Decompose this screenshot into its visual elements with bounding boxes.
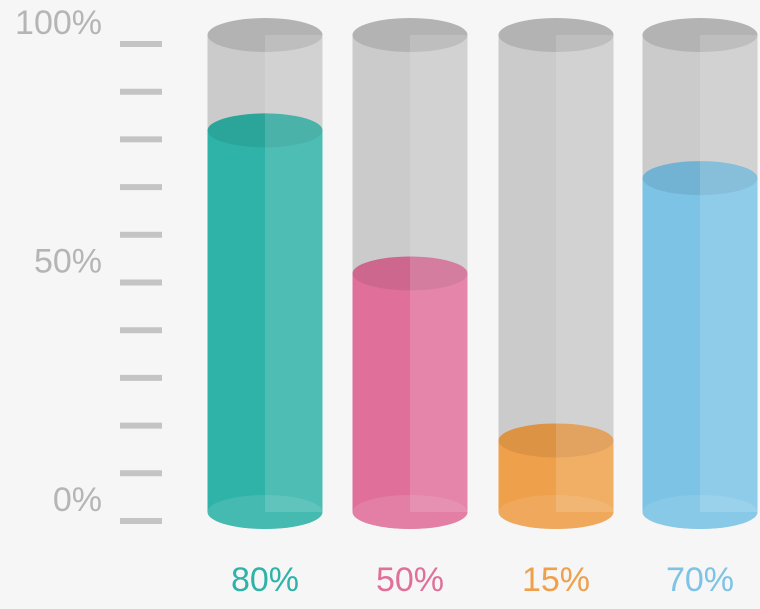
- bar-top: [352, 256, 468, 291]
- bar-top-shade: [498, 423, 614, 458]
- tube-top: [642, 18, 758, 52]
- highlight-bottom: [352, 495, 468, 529]
- value-label: 80%: [231, 561, 299, 599]
- bar-top-shade: [352, 256, 468, 291]
- tube-top: [498, 18, 614, 52]
- bar-top-shade: [642, 161, 758, 196]
- value-label: 15%: [522, 561, 590, 599]
- y-tick-label: 50%: [34, 242, 102, 280]
- bar-top: [207, 113, 323, 148]
- highlight-bottom: [498, 495, 614, 529]
- value-label: 70%: [666, 561, 734, 599]
- y-tick-label: 100%: [15, 4, 102, 42]
- highlight: [700, 35, 758, 512]
- bar-top: [642, 161, 758, 196]
- value-label: 50%: [376, 561, 444, 599]
- bar-top-shade: [207, 113, 323, 148]
- highlight: [556, 35, 614, 512]
- tube-top: [352, 18, 468, 52]
- highlight: [265, 35, 323, 512]
- bar: [642, 178, 758, 512]
- highlight-bottom: [642, 495, 758, 529]
- tube-top: [207, 18, 323, 52]
- highlight: [410, 35, 468, 512]
- y-tick-label: 0%: [53, 481, 102, 519]
- bar: [352, 273, 468, 512]
- bar: [207, 130, 323, 512]
- bar-top: [498, 423, 614, 458]
- highlight-bottom: [207, 495, 323, 529]
